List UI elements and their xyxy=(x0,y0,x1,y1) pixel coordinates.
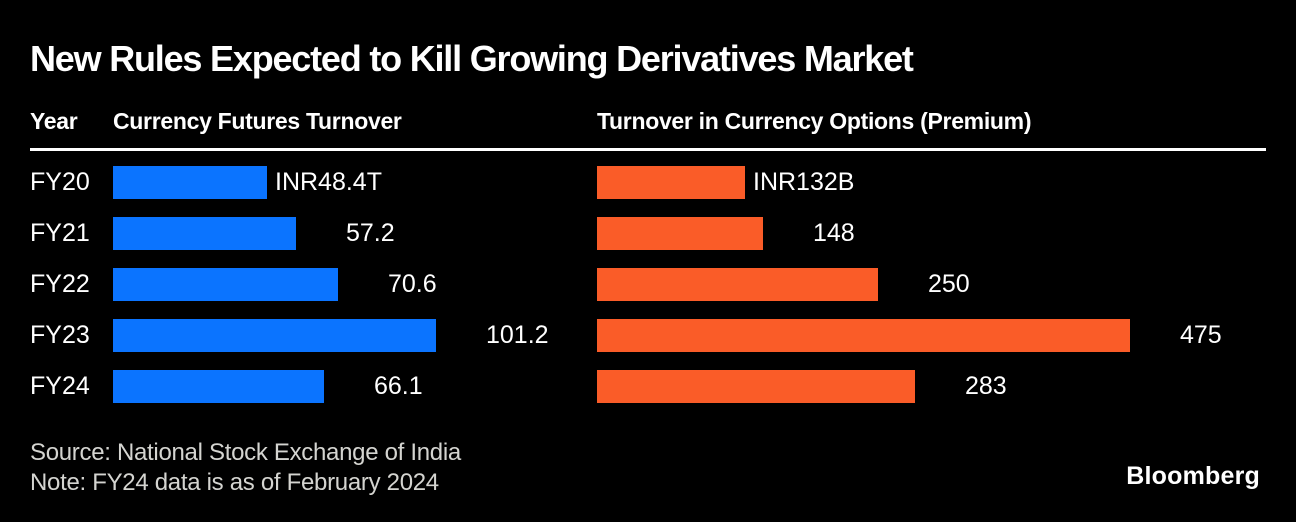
futures-bar-fy21 xyxy=(113,217,296,250)
options-bar-fy23 xyxy=(597,319,1130,352)
year-label: FY20 xyxy=(30,168,90,196)
options-value-label: 475 xyxy=(1180,321,1222,349)
futures-value-label: 101.2 xyxy=(486,321,549,349)
bloomberg-logo: Bloomberg xyxy=(1126,462,1260,490)
futures-value-label: INR48.4T xyxy=(275,168,382,196)
options-value-label: 250 xyxy=(928,270,970,298)
futures-bar-fy23 xyxy=(113,319,436,352)
futures-value-label: 70.6 xyxy=(388,270,437,298)
options-bar-fy22 xyxy=(597,268,878,301)
header-divider xyxy=(30,148,1266,151)
options-value-label: 148 xyxy=(813,219,855,247)
year-label: FY21 xyxy=(30,219,90,247)
options-bar-fy20 xyxy=(597,166,745,199)
note-text: Note: FY24 data is as of February 2024 xyxy=(30,469,439,496)
futures-value-label: 66.1 xyxy=(374,372,423,400)
year-label: FY23 xyxy=(30,321,90,349)
options-value-label: INR132B xyxy=(753,168,855,196)
futures-bar-fy20 xyxy=(113,166,267,199)
options-bar-fy21 xyxy=(597,217,763,250)
futures-bar-fy22 xyxy=(113,268,338,301)
column-header-futures: Currency Futures Turnover xyxy=(113,108,402,134)
futures-value-label: 57.2 xyxy=(346,219,395,247)
options-bar-fy24 xyxy=(597,370,915,403)
futures-bar-fy24 xyxy=(113,370,324,403)
chart-title: New Rules Expected to Kill Growing Deriv… xyxy=(30,38,914,79)
options-value-label: 283 xyxy=(965,372,1007,400)
source-note-block: Source: National Stock Exchange of India… xyxy=(30,438,461,498)
source-text: Source: National Stock Exchange of India xyxy=(30,439,461,466)
column-header-year: Year xyxy=(30,108,78,134)
year-label: FY22 xyxy=(30,270,90,298)
column-header-options: Turnover in Currency Options (Premium) xyxy=(597,108,1032,134)
year-label: FY24 xyxy=(30,372,90,400)
